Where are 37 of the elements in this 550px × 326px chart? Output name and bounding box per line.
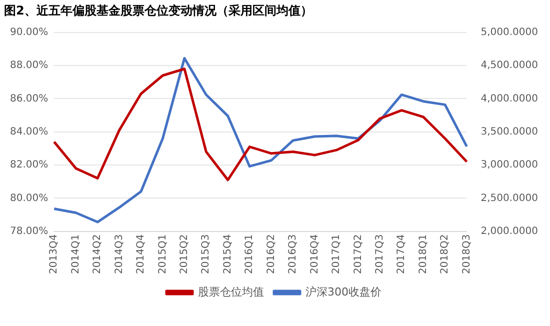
y-tick-label: 90.00%: [10, 26, 48, 38]
y2-tick-label: 4,000.0000: [480, 93, 538, 104]
x-tick-label: 2016Q4: [309, 234, 320, 274]
x-tick-label: 2017Q2: [352, 234, 364, 274]
x-tick-label: 2018Q3: [461, 234, 472, 274]
x-tick-label: 2015Q4: [222, 234, 234, 274]
x-tick-label: 2017Q1: [331, 234, 342, 274]
x-tick-label: 2015Q1: [157, 234, 168, 274]
x-tick-label: 2016Q3: [288, 234, 299, 274]
y2-tick-label: 2,000.0000: [480, 226, 538, 237]
y2-tick-label: 2,500.0000: [480, 192, 538, 204]
x-tick-label: 2014Q4: [136, 234, 147, 274]
x-tick-label: 2018Q1: [418, 234, 429, 274]
y2-tick-label: 3,500.0000: [480, 126, 538, 138]
x-tick-label: 2014Q2: [92, 234, 104, 274]
y-tick-label: 78.00%: [10, 226, 48, 237]
y2-tick-label: 5,000.0000: [480, 26, 538, 38]
x-tick-label: 2016Q1: [244, 234, 256, 274]
y-tick-label: 88.00%: [10, 60, 48, 72]
x-tick-label: 2018Q2: [440, 234, 451, 274]
y-tick-label: 84.00%: [10, 126, 48, 138]
x-tick-label: 2017Q3: [374, 234, 386, 274]
y-tick-label: 80.00%: [10, 192, 48, 204]
x-tick-label: 2016Q2: [266, 234, 277, 274]
x-tick-label: 2014Q1: [70, 234, 82, 274]
x-tick-label: 2017Q4: [396, 234, 408, 274]
x-tick-label: 2014Q3: [114, 234, 125, 274]
x-tick-label: 2015Q3: [200, 234, 212, 274]
y-tick-label: 82.00%: [10, 160, 48, 171]
x-tick-label: 2015Q2: [179, 234, 190, 274]
chart-title: 图2、近五年偏股基金股票仓位变动情况（采用区间均值）: [4, 3, 312, 18]
y-tick-label: 86.00%: [10, 93, 48, 104]
legend-label: 股票仓位均值: [198, 285, 264, 298]
y2-tick-label: 3,000.0000: [480, 160, 538, 171]
legend-label: 沪深300收盘价: [306, 285, 382, 298]
y2-tick-label: 4,500.0000: [480, 60, 538, 72]
x-tick-label: 2013Q4: [48, 234, 60, 274]
